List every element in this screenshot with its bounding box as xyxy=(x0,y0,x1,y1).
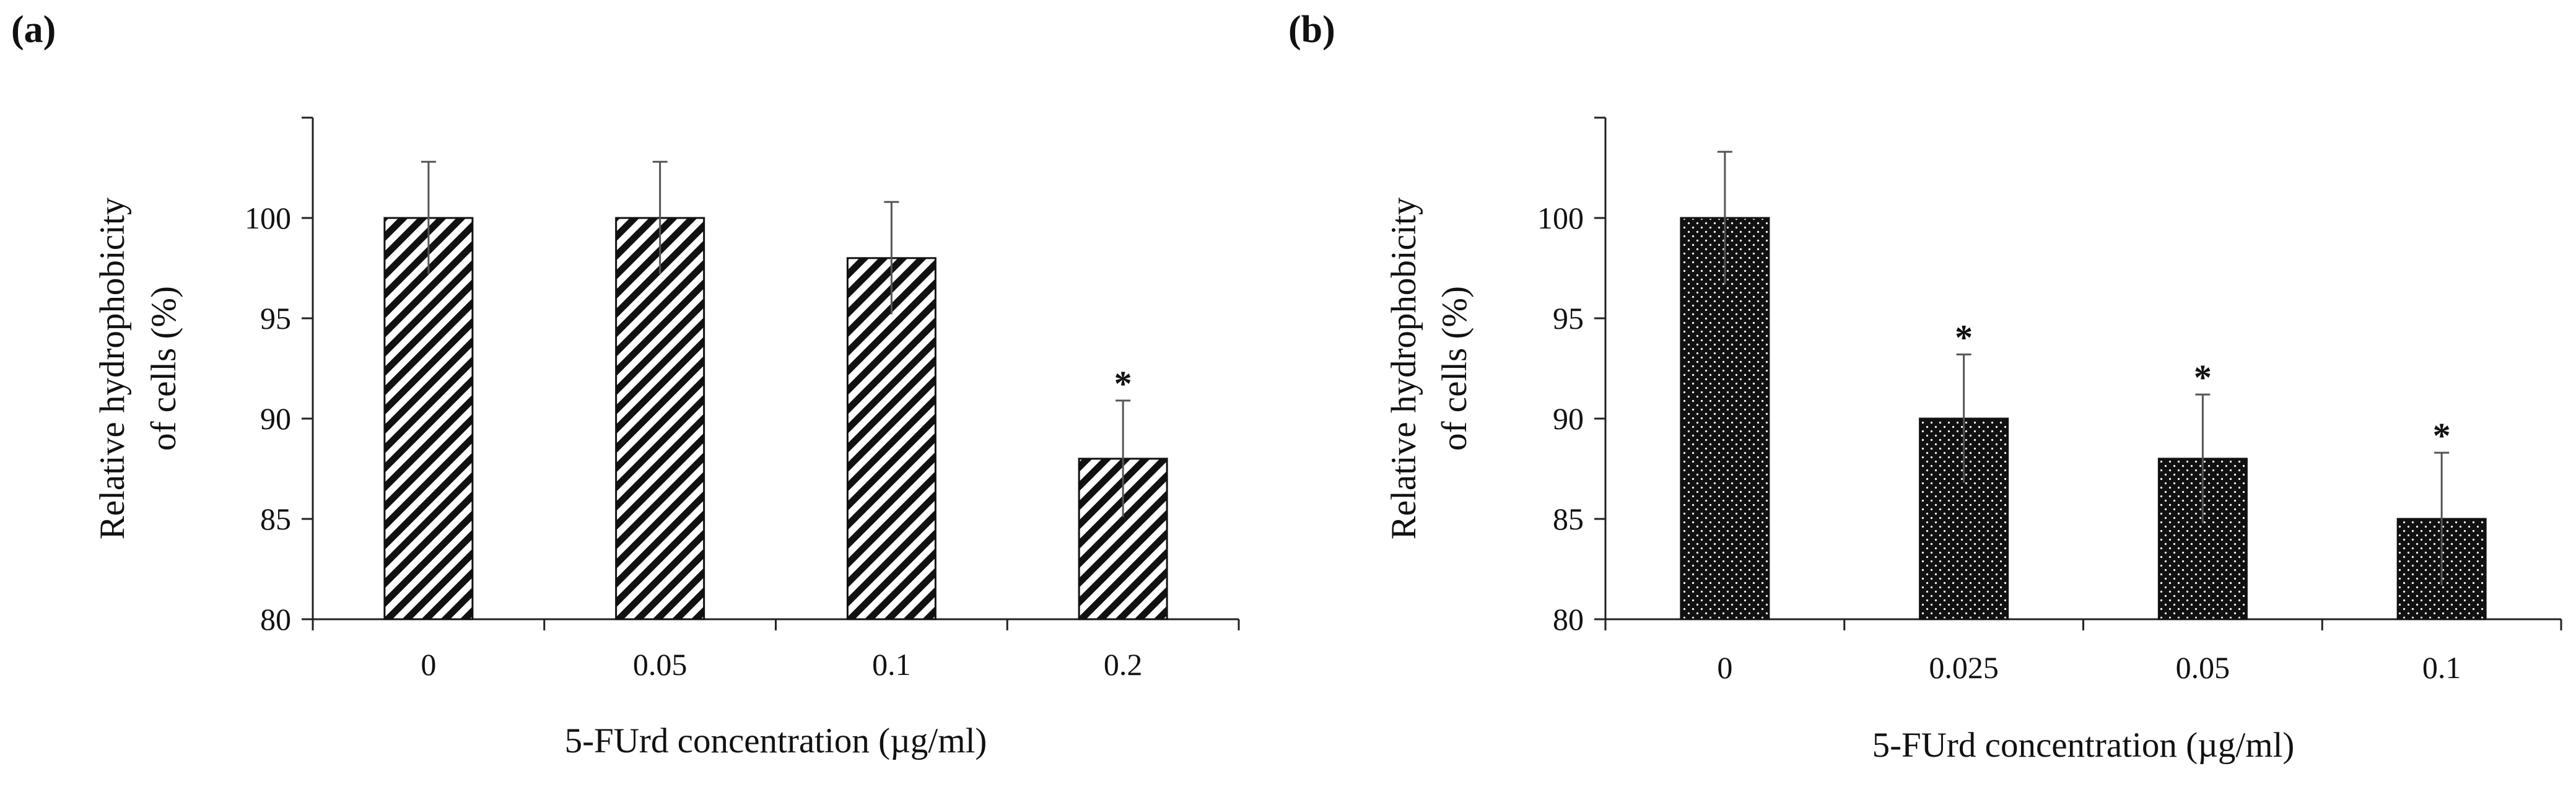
y-tick-label: 100 xyxy=(1537,201,1584,235)
x-tick-label: 0.2 xyxy=(1104,647,1143,682)
x-tick-label: 0.1 xyxy=(2422,650,2461,685)
x-tick-label: 0.05 xyxy=(633,647,688,682)
y-tick-label: 95 xyxy=(1553,301,1584,336)
y-tick-label: 90 xyxy=(260,401,291,436)
y-tick-label: 95 xyxy=(260,301,291,336)
y-tick-label: 85 xyxy=(260,502,291,536)
panel-label: (b) xyxy=(1288,9,1335,51)
y-tick-label: 90 xyxy=(1553,401,1584,436)
x-tick-label: 0.05 xyxy=(2176,650,2230,685)
x-tick-label: 0 xyxy=(421,647,436,682)
panel-label: (a) xyxy=(11,9,56,51)
significance-marker: * xyxy=(1955,317,1973,357)
bar xyxy=(615,217,705,620)
y-axis-title: Relative hydrophobicity xyxy=(1384,197,1423,539)
y-tick-label: 80 xyxy=(1553,602,1584,637)
x-axis-title: 5-FUrd concentration (µg/ml) xyxy=(565,721,987,760)
chart-panel-b: (b) 80 85 90 95 100 Relative hydrophobicity of … xyxy=(1288,9,2562,765)
y-tick-label: 80 xyxy=(260,602,291,637)
x-tick-label: 0.025 xyxy=(1929,650,1999,685)
significance-marker: * xyxy=(2433,416,2451,456)
y-axis-title: Relative hydrophobicity xyxy=(93,197,132,539)
y-axis-title: of cells (%) xyxy=(1435,286,1474,451)
y-tick-label: 85 xyxy=(1553,502,1584,536)
significance-marker: * xyxy=(2194,357,2212,398)
y-axis-title: of cells (%) xyxy=(144,286,183,451)
significance-marker: * xyxy=(1114,363,1132,404)
y-tick-label: 100 xyxy=(245,201,291,235)
x-tick-label: 0 xyxy=(1717,650,1732,685)
x-tick-label: 0.1 xyxy=(872,647,911,682)
x-axis-title: 5-FUrd concentration (µg/ml) xyxy=(1872,726,2295,765)
bar xyxy=(383,217,474,620)
chart-panel-a: (a) 80 85 90 95 100 Relative hydrophobicity of … xyxy=(11,9,1240,760)
